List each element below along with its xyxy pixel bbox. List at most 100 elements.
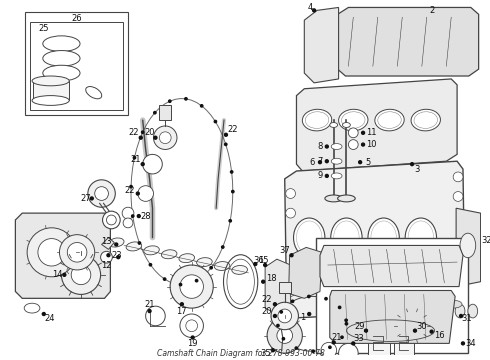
Ellipse shape bbox=[43, 65, 80, 81]
Ellipse shape bbox=[331, 144, 342, 149]
Circle shape bbox=[154, 136, 157, 139]
Ellipse shape bbox=[455, 304, 465, 318]
Text: 22: 22 bbox=[129, 128, 139, 137]
Circle shape bbox=[132, 215, 134, 217]
Circle shape bbox=[292, 300, 294, 302]
Ellipse shape bbox=[330, 122, 338, 127]
Text: 21: 21 bbox=[131, 155, 141, 164]
Circle shape bbox=[224, 133, 227, 136]
Circle shape bbox=[61, 255, 100, 294]
Bar bbox=[368, 330, 390, 358]
Text: 21: 21 bbox=[145, 300, 155, 309]
Circle shape bbox=[164, 278, 166, 280]
Circle shape bbox=[186, 320, 197, 332]
Text: 3: 3 bbox=[414, 165, 419, 174]
Circle shape bbox=[254, 262, 257, 266]
Circle shape bbox=[90, 197, 93, 200]
Circle shape bbox=[280, 311, 282, 313]
Text: 8: 8 bbox=[318, 142, 322, 151]
Circle shape bbox=[318, 161, 321, 164]
Text: 2: 2 bbox=[429, 6, 434, 15]
Circle shape bbox=[133, 157, 136, 159]
Circle shape bbox=[117, 256, 120, 259]
Circle shape bbox=[27, 228, 76, 277]
Polygon shape bbox=[289, 247, 322, 298]
Circle shape bbox=[262, 280, 265, 283]
Circle shape bbox=[106, 215, 116, 225]
Text: 14: 14 bbox=[52, 270, 63, 279]
Text: 1: 1 bbox=[300, 314, 305, 323]
Circle shape bbox=[159, 132, 171, 144]
Circle shape bbox=[339, 343, 358, 360]
Polygon shape bbox=[15, 213, 110, 298]
Circle shape bbox=[88, 180, 115, 207]
Polygon shape bbox=[285, 161, 465, 318]
Ellipse shape bbox=[468, 304, 478, 318]
Circle shape bbox=[200, 105, 203, 107]
Ellipse shape bbox=[409, 301, 425, 321]
Circle shape bbox=[148, 310, 151, 312]
Circle shape bbox=[232, 190, 234, 193]
Text: 15: 15 bbox=[258, 256, 269, 265]
Text: 19: 19 bbox=[187, 339, 198, 348]
Ellipse shape bbox=[422, 296, 433, 312]
Circle shape bbox=[180, 275, 203, 298]
Text: 12: 12 bbox=[101, 261, 112, 270]
Circle shape bbox=[312, 350, 315, 352]
Circle shape bbox=[308, 312, 311, 315]
Text: 20: 20 bbox=[262, 307, 272, 316]
Circle shape bbox=[139, 136, 142, 139]
Ellipse shape bbox=[232, 266, 247, 274]
Ellipse shape bbox=[161, 250, 177, 259]
Circle shape bbox=[277, 328, 293, 343]
Text: 32: 32 bbox=[481, 236, 490, 245]
Circle shape bbox=[453, 192, 463, 201]
Polygon shape bbox=[320, 246, 463, 287]
Circle shape bbox=[180, 314, 203, 338]
Circle shape bbox=[95, 187, 108, 201]
Circle shape bbox=[362, 143, 365, 146]
Circle shape bbox=[325, 175, 328, 177]
Circle shape bbox=[196, 279, 198, 282]
Circle shape bbox=[313, 9, 316, 12]
Text: 16: 16 bbox=[434, 331, 445, 340]
Circle shape bbox=[141, 163, 144, 166]
Text: 35: 35 bbox=[260, 349, 270, 358]
Circle shape bbox=[348, 140, 358, 149]
Polygon shape bbox=[296, 79, 457, 171]
Circle shape bbox=[414, 329, 416, 332]
Polygon shape bbox=[33, 81, 69, 100]
Circle shape bbox=[321, 342, 337, 358]
Circle shape bbox=[295, 347, 297, 349]
Circle shape bbox=[341, 336, 343, 338]
Ellipse shape bbox=[417, 304, 427, 318]
Circle shape bbox=[411, 163, 414, 166]
Ellipse shape bbox=[411, 109, 441, 131]
Circle shape bbox=[71, 265, 91, 285]
Circle shape bbox=[214, 120, 217, 123]
Text: 5: 5 bbox=[366, 158, 370, 167]
Circle shape bbox=[267, 318, 302, 353]
Circle shape bbox=[271, 302, 298, 330]
Circle shape bbox=[224, 143, 227, 145]
Ellipse shape bbox=[331, 173, 342, 179]
Circle shape bbox=[143, 154, 162, 174]
Circle shape bbox=[359, 161, 362, 164]
Circle shape bbox=[286, 189, 295, 198]
Circle shape bbox=[146, 306, 165, 326]
Ellipse shape bbox=[24, 303, 40, 313]
Text: 13: 13 bbox=[101, 237, 112, 246]
Ellipse shape bbox=[86, 86, 102, 99]
Circle shape bbox=[230, 171, 233, 173]
Text: 28: 28 bbox=[140, 212, 151, 221]
Text: Camshaft Chain Diagram for 278-993-00-78: Camshaft Chain Diagram for 278-993-00-78 bbox=[157, 349, 324, 358]
Circle shape bbox=[180, 303, 183, 306]
Circle shape bbox=[462, 342, 465, 345]
Text: 17: 17 bbox=[176, 307, 187, 316]
Circle shape bbox=[115, 243, 118, 246]
Text: 29: 29 bbox=[354, 322, 365, 331]
Circle shape bbox=[229, 220, 231, 222]
Circle shape bbox=[67, 243, 87, 262]
Circle shape bbox=[107, 254, 110, 257]
Text: 6: 6 bbox=[310, 158, 315, 167]
